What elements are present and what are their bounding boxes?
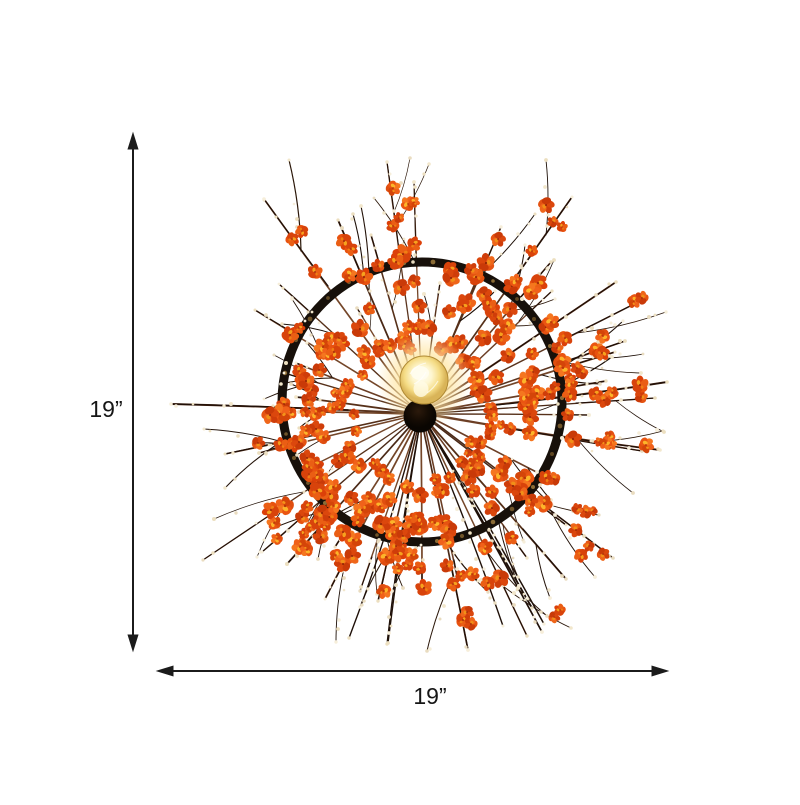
svg-text:19”: 19” bbox=[413, 683, 446, 709]
svg-text:19”: 19” bbox=[89, 396, 122, 422]
